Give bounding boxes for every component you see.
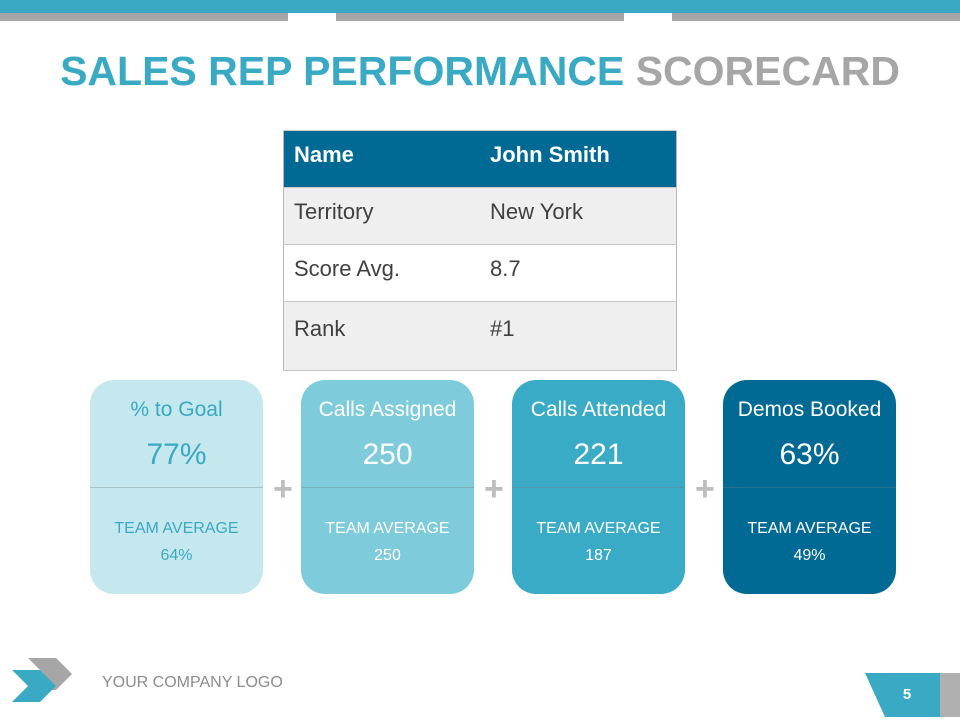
kpi-card: Calls Attended 221 TEAM AVERAGE 187 — [512, 380, 685, 594]
cell: #1 — [480, 301, 677, 371]
title-main: SALES REP PERFORMANCE — [60, 48, 625, 94]
logo-icon — [12, 658, 72, 702]
kpi-card: Calls Assigned 250 TEAM AVERAGE 250 — [301, 380, 474, 594]
kpi-value: 250 — [362, 438, 413, 471]
cell: Rank — [283, 301, 480, 371]
page-number: 5 — [902, 686, 912, 703]
kpi-value: 63% — [779, 438, 840, 471]
divider — [512, 487, 685, 488]
kpi-label: % to Goal — [130, 398, 223, 421]
cell: Name — [283, 130, 480, 188]
kpi-card: Demos Booked 63% TEAM AVERAGE 49% — [723, 380, 896, 594]
team-value: 250 — [374, 547, 401, 564]
plus-icon: + — [695, 470, 715, 508]
team-value: 187 — [585, 547, 612, 564]
page-badge — [865, 673, 960, 717]
kpi-label: Demos Booked — [737, 398, 882, 421]
kpi-label: Calls Assigned — [318, 398, 457, 421]
title-accent: SCORECARD — [635, 48, 900, 94]
cell: Score Avg. — [283, 244, 480, 302]
cell: New York — [480, 187, 677, 245]
cell: Territory — [283, 187, 480, 245]
team-label: TEAM AVERAGE — [747, 520, 872, 537]
divider — [90, 487, 263, 488]
team-value: 49% — [793, 547, 826, 564]
kpi-card: % to Goal 77% TEAM AVERAGE 64% — [90, 380, 263, 594]
info-table: Name John Smith Territory New York Score A… — [283, 130, 677, 371]
team-label: TEAM AVERAGE — [325, 520, 450, 537]
kpi-label: Calls Attended — [530, 398, 667, 421]
title: SALES REP PERFORMANCE SCORECARD — [0, 48, 960, 95]
team-label: TEAM AVERAGE — [536, 520, 661, 537]
kpi-value: 221 — [573, 438, 624, 471]
plus-icon: + — [273, 470, 293, 508]
cell: John Smith — [480, 130, 677, 188]
kpi-value: 77% — [146, 438, 207, 471]
plus-icon: + — [484, 470, 504, 508]
divider — [301, 487, 474, 488]
team-value: 64% — [160, 547, 193, 564]
team-label: TEAM AVERAGE — [114, 520, 239, 537]
divider — [723, 487, 896, 488]
top-bars — [0, 0, 960, 22]
cell: 8.7 — [480, 244, 677, 302]
logo-text: YOUR COMPANY LOGO — [102, 674, 283, 691]
